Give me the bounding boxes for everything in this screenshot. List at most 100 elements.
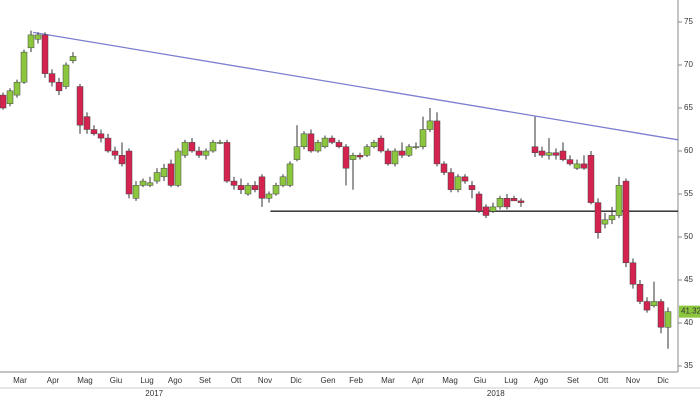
candle-body xyxy=(237,185,245,190)
candle-body xyxy=(6,90,14,104)
candle-body xyxy=(335,142,343,147)
last-price-tag xyxy=(679,305,700,318)
y-tick-label: 70 xyxy=(684,60,693,69)
x-tick-label: Ago xyxy=(168,376,183,385)
candle-body xyxy=(160,167,168,178)
candle-body xyxy=(615,185,623,216)
candle-body xyxy=(209,142,217,152)
candle-body xyxy=(503,198,511,208)
candle-body xyxy=(363,146,371,156)
candle-body xyxy=(356,155,364,158)
candle-body xyxy=(573,163,581,169)
candle-body xyxy=(594,202,602,233)
x-tick-label: Gen xyxy=(320,376,335,385)
candle-body xyxy=(167,163,175,186)
candle-body xyxy=(251,185,259,190)
candle-body xyxy=(517,200,525,203)
x-tick-label: Dic xyxy=(290,376,302,385)
candle-body xyxy=(41,34,49,74)
x-tick-label: Ott xyxy=(231,376,242,385)
y-tick-label: 75 xyxy=(684,17,693,26)
x-tick-label: Feb xyxy=(349,376,363,385)
candle-body xyxy=(293,146,301,160)
candle-body xyxy=(244,185,252,195)
candle-body xyxy=(622,180,630,264)
candle-body xyxy=(559,150,567,160)
x-tick-label: Mag xyxy=(77,376,93,385)
x-tick-label: Mar xyxy=(13,376,27,385)
candle-body xyxy=(13,81,21,96)
candle-body xyxy=(419,129,427,147)
candle-body xyxy=(580,163,588,169)
x-tick-label: Giu xyxy=(110,376,122,385)
candle-body xyxy=(531,146,539,153)
candle-body xyxy=(328,137,336,143)
candle-body xyxy=(195,150,203,156)
x-tick-label: Mar xyxy=(381,376,395,385)
candle-body xyxy=(545,152,553,156)
candle-body xyxy=(314,142,322,152)
candle-body xyxy=(398,150,406,156)
candle-body xyxy=(489,206,497,212)
x-tick-label: Ago xyxy=(534,376,549,385)
x-tick-label: Nov xyxy=(626,376,640,385)
candle-body xyxy=(510,198,518,202)
candle-body xyxy=(426,120,434,130)
candle-body xyxy=(447,172,455,190)
y-tick-label: 35 xyxy=(684,361,693,370)
x-tick-label: Set xyxy=(567,376,580,385)
y-tick-label: 65 xyxy=(684,103,693,112)
candle-body xyxy=(62,64,70,87)
candle-body xyxy=(132,185,140,199)
candle-body xyxy=(566,159,574,165)
candle-body xyxy=(643,301,651,311)
candle-body xyxy=(181,142,189,156)
candle-body xyxy=(118,155,126,165)
x-tick-label: Apr xyxy=(47,376,60,385)
candle-body xyxy=(202,150,210,156)
candle-body xyxy=(104,137,112,152)
candle-body xyxy=(83,116,91,130)
y-tick-label: 45 xyxy=(684,275,693,284)
candle-body xyxy=(34,34,42,40)
candle-body xyxy=(265,193,273,199)
candle-body xyxy=(496,198,504,208)
candle-body xyxy=(384,150,392,165)
candle-body xyxy=(342,146,350,169)
candle-body xyxy=(475,193,483,212)
candle-body xyxy=(405,146,413,156)
candle-body xyxy=(216,142,224,144)
candle-body xyxy=(454,176,462,190)
candle-body xyxy=(468,185,476,190)
candle-body xyxy=(111,150,119,156)
candle-body xyxy=(27,34,35,49)
candle-body xyxy=(286,163,294,186)
candle-body xyxy=(230,180,238,186)
candle-body xyxy=(146,182,154,186)
candle-body xyxy=(97,133,105,139)
candle-body xyxy=(433,120,441,165)
candle-body xyxy=(601,219,609,225)
candle-body xyxy=(223,142,231,182)
candle-body xyxy=(300,133,308,147)
x-tick-label: Set xyxy=(199,376,212,385)
candle-body xyxy=(279,176,287,186)
candle-body xyxy=(377,137,385,152)
candle-body xyxy=(349,155,357,160)
candle-body xyxy=(90,129,98,135)
year-label: 2018 xyxy=(487,389,505,398)
last-price-label: 41.32 xyxy=(681,307,700,316)
candle-body xyxy=(258,176,266,199)
candle-body xyxy=(188,142,196,152)
candle-body xyxy=(412,146,420,148)
candle-body xyxy=(321,137,329,147)
x-tick-label: Ott xyxy=(598,376,609,385)
candle-body xyxy=(636,284,644,302)
candle-body xyxy=(482,206,490,216)
x-tick-label: Mag xyxy=(442,376,458,385)
x-tick-label: Dic xyxy=(657,376,669,385)
x-tick-label: Apr xyxy=(412,376,425,385)
candle-body xyxy=(461,176,469,182)
candle-body xyxy=(657,301,665,328)
